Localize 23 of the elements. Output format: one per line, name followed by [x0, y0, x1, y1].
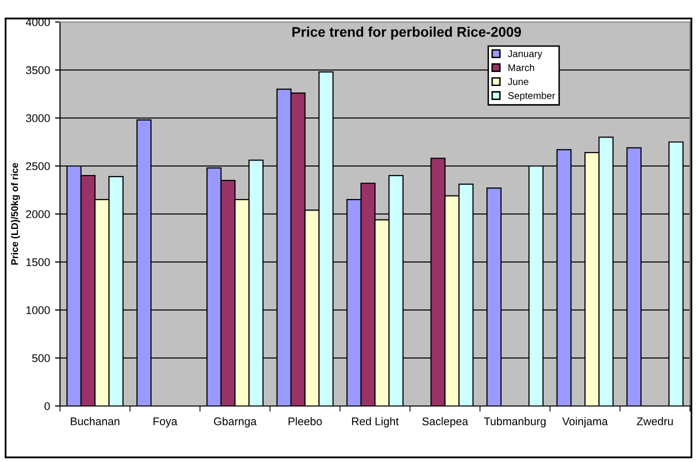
x-tick-label: Tubmanburg — [484, 417, 546, 428]
x-tick-label: Foya — [154, 418, 178, 428]
y-tick-label: 1500 — [26, 258, 50, 266]
legend-label: September — [508, 92, 556, 101]
x-tick-label: Voinjama — [562, 417, 608, 428]
legend-label: January — [508, 50, 542, 60]
x-tick-label: Zwedru — [636, 417, 673, 426]
x-tick-label: Buchanan — [70, 417, 120, 426]
x-tick-label: Saclepea — [422, 417, 468, 428]
y-axis-title: Price (LD)/50kg of rice — [10, 163, 20, 265]
legend-label: March — [508, 64, 534, 72]
y-tick-label: 0 — [44, 402, 50, 410]
y-tick-label: 500 — [32, 354, 50, 362]
x-tick-label: Red Light — [352, 417, 399, 428]
y-tick-label: 2500 — [26, 162, 50, 170]
legend-label: June — [508, 78, 528, 86]
chart-title: Price trend for perboiled Rice-2009 — [292, 26, 521, 40]
x-tick-label: Pleebo — [288, 417, 322, 426]
y-tick-label: 2000 — [26, 210, 50, 218]
y-tick-label: 3000 — [26, 114, 50, 122]
y-tick-label: 3500 — [26, 66, 50, 74]
y-tick-label: 1000 — [26, 306, 50, 314]
x-tick-label: Gbarnga — [214, 417, 257, 428]
